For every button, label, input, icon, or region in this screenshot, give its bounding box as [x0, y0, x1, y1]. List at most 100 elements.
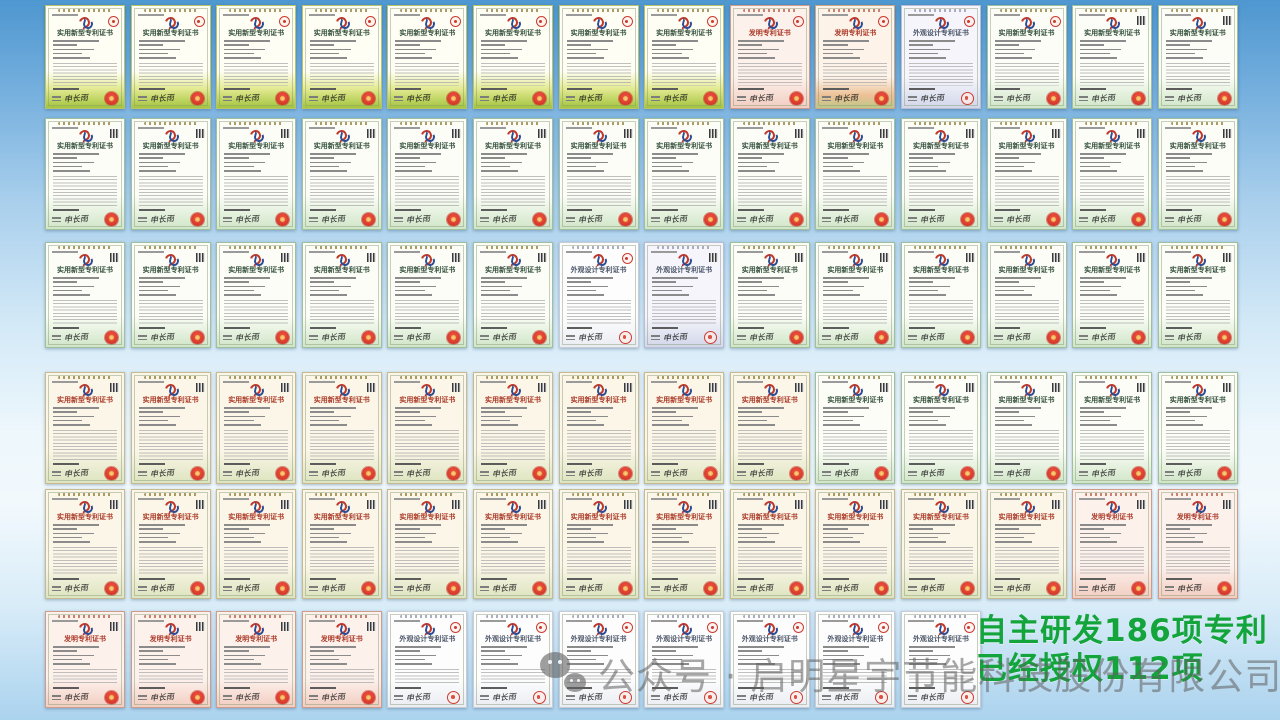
certificate-number-line [479, 381, 506, 383]
certificate-info-lines [908, 277, 973, 298]
certificate-info-lines [480, 40, 545, 61]
certificate-header [1162, 383, 1234, 396]
certificate-header [648, 16, 720, 29]
director-label [907, 695, 917, 700]
certificate-info-lines [224, 407, 288, 428]
certificate-info-lines [138, 40, 203, 61]
patent-certificate: 外观设计专利证书 申长雨 [472, 611, 553, 708]
qr-code-icon [452, 383, 462, 392]
national-emblem-seal-icon [1046, 92, 1060, 105]
director-signature: 申长雨 [491, 582, 517, 594]
certificate-signature-row: 申长雨 [734, 331, 806, 345]
certificate-header [734, 383, 806, 396]
director-signature: 申长雨 [834, 582, 859, 594]
director-signature: 申长雨 [406, 691, 431, 703]
national-emblem-seal-icon [618, 331, 632, 344]
national-emblem-seal-icon [1217, 92, 1231, 105]
certificate-divider [309, 88, 336, 90]
certificate-header [734, 622, 806, 635]
qr-code-icon [1137, 383, 1147, 392]
certificate-divider [395, 327, 422, 329]
national-emblem-seal-icon [276, 691, 290, 704]
national-emblem-seal-icon [704, 331, 718, 344]
certificate-number-line [137, 14, 164, 16]
national-emblem-seal-icon [361, 467, 375, 480]
certificate-title: 实用新型专利证书 [998, 142, 1055, 150]
director-label [223, 217, 233, 222]
director-signature: 申长雨 [1176, 331, 1201, 343]
certificate-title: 实用新型专利证书 [1169, 396, 1226, 404]
certificate-title: 外观设计专利证书 [741, 635, 798, 643]
certificate-header [648, 253, 720, 266]
director-label [479, 217, 489, 222]
certificate-divider [566, 88, 593, 90]
certificate-divider [566, 463, 593, 465]
certificate-body-text [53, 176, 117, 207]
director-signature: 申长雨 [491, 213, 517, 225]
cnipa-logo-icon [933, 17, 949, 28]
cnipa-logo-icon [334, 501, 350, 512]
director-label [52, 471, 61, 476]
director-label [394, 335, 404, 340]
certificate-signature-row: 申长雨 [477, 691, 549, 705]
patent-certificate: 实用新型专利证书 申长雨 [45, 118, 125, 230]
national-emblem-seal-icon [105, 213, 118, 226]
qr-code-icon [452, 253, 462, 262]
red-seal-icon [364, 16, 376, 27]
certificate-body-text [823, 669, 888, 685]
certificate-number-line [52, 381, 78, 383]
director-signature: 申长雨 [234, 331, 260, 343]
certificate-divider [823, 687, 850, 689]
certificate-header [991, 129, 1063, 142]
director-signature: 申长雨 [491, 92, 517, 104]
director-label [651, 471, 661, 476]
certificate-signature-row: 申长雨 [49, 331, 121, 345]
national-emblem-seal-icon [105, 92, 118, 105]
national-emblem-seal-icon [704, 582, 718, 595]
certificate-body-text [1165, 63, 1230, 86]
certificate-info-lines [395, 153, 459, 174]
certificate-body-text [908, 547, 973, 576]
certificate-number-line [137, 127, 164, 129]
certificate-border-ornament [571, 615, 626, 618]
certificate-title: 实用新型专利证书 [57, 29, 113, 37]
certificate-divider [224, 463, 251, 465]
director-signature: 申长雨 [491, 467, 517, 479]
director-label [394, 471, 404, 476]
certificate-body-text [737, 547, 802, 576]
director-signature: 申长雨 [919, 582, 945, 594]
certificate-signature-row: 申长雨 [734, 213, 806, 227]
director-signature: 申长雨 [1176, 467, 1201, 479]
national-emblem-seal-icon [875, 582, 889, 595]
cnipa-logo-icon [505, 130, 521, 141]
certificate-border-ornament [58, 122, 112, 125]
certificate-divider [309, 327, 336, 329]
certificate-header [1162, 500, 1234, 513]
certificate-border-ornament [913, 9, 968, 12]
qr-code-icon [623, 383, 633, 392]
national-emblem-seal-icon [447, 331, 461, 344]
certificate-divider [53, 209, 79, 211]
national-emblem-seal-icon [105, 582, 118, 595]
patent-certificate: 实用新型专利证书 申长雨 [130, 5, 211, 109]
patent-certificate: 实用新型专利证书 申长雨 [216, 372, 297, 484]
director-signature: 申长雨 [748, 92, 773, 104]
national-emblem-seal-icon [361, 331, 375, 344]
certificate-divider [908, 88, 935, 90]
certificate-header [563, 622, 635, 635]
national-emblem-seal-icon [618, 213, 632, 226]
director-signature: 申长雨 [662, 467, 688, 479]
certificate-border-ornament [58, 493, 112, 496]
certificate-border-ornament [400, 122, 455, 125]
director-signature: 申长雨 [149, 582, 174, 594]
certificate-title: 实用新型专利证书 [741, 266, 798, 274]
director-signature: 申长雨 [577, 92, 602, 104]
qr-code-icon [1137, 253, 1147, 262]
qr-code-icon [195, 253, 205, 262]
headline-line-2: 已经授权112项 [976, 651, 1204, 687]
certificate-signature-row: 申长雨 [734, 691, 806, 705]
national-emblem-seal-icon [1132, 213, 1146, 226]
patent-certificate: 实用新型专利证书 申长雨 [900, 118, 981, 230]
qr-code-icon [623, 129, 633, 138]
patent-certificate: 实用新型专利证书 申长雨 [986, 242, 1067, 348]
